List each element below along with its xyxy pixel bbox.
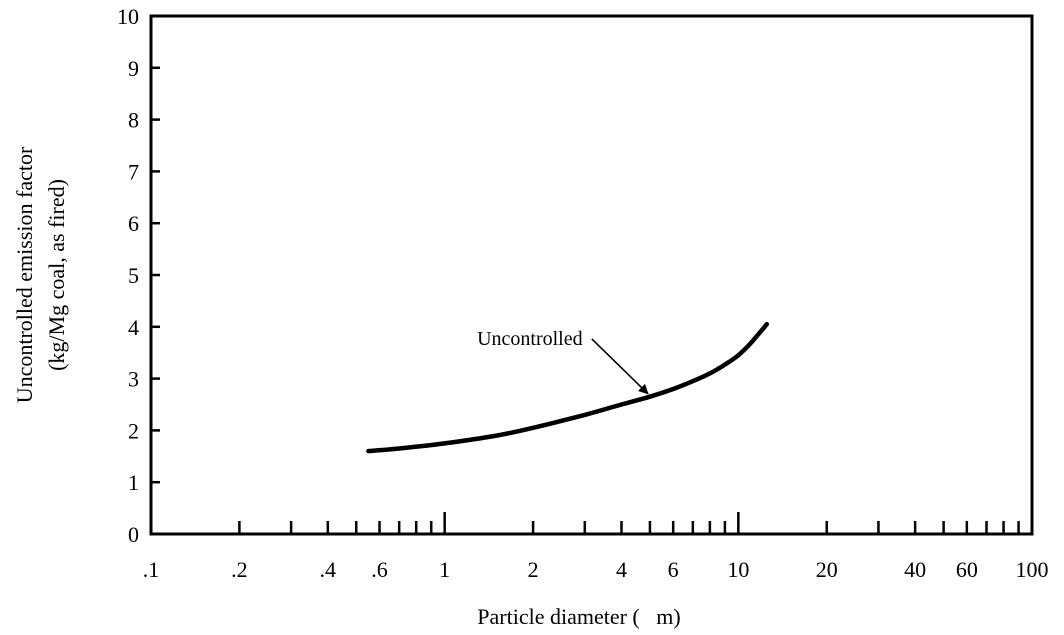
x-tick-label: 40 [904, 557, 926, 582]
x-tick-label: 2 [528, 557, 539, 582]
plot-frame [149, 14, 1034, 536]
x-tick-label: 20 [816, 557, 838, 582]
y-tick-label: 6 [128, 211, 139, 236]
annotation-group: Uncontrolled [477, 328, 649, 395]
x-tick-label: 10 [727, 557, 749, 582]
x-axis-ticks [238, 512, 1020, 534]
y-tick-label: 2 [128, 418, 139, 443]
x-tick-label: .6 [371, 557, 388, 582]
y-tick-label: 4 [128, 315, 139, 340]
y-tick-label: 9 [128, 56, 139, 81]
y-axis-title: Uncontrolled emission factor (kg/Mg coal… [12, 146, 69, 403]
x-tick-label: 100 [1016, 557, 1049, 582]
y-tick-label: 10 [117, 4, 139, 29]
y-axis-ticks [151, 66, 160, 484]
x-tick-label: .4 [320, 557, 337, 582]
x-tick-label: 1 [439, 557, 450, 582]
y-tick-label: 7 [128, 159, 139, 184]
y-tick-label: 1 [128, 470, 139, 495]
y-tick-label: 5 [128, 263, 139, 288]
y-tick-label: 0 [128, 522, 139, 547]
annotation-label: Uncontrolled [477, 328, 583, 350]
x-tick-label: 60 [956, 557, 978, 582]
y-axis-title-line-1: Uncontrolled emission factor [12, 146, 37, 403]
x-tick-label: .1 [143, 557, 160, 582]
x-tick-label: 4 [616, 557, 627, 582]
y-tick-label: 8 [128, 108, 139, 133]
y-axis-title-line-2: (kg/Mg coal, as fired) [44, 179, 69, 371]
y-tick-label: 3 [128, 367, 139, 392]
x-axis-tick-labels: .1 .2 .4 .6 1 2 4 6 10 20 40 60 100 [143, 557, 1049, 582]
y-axis-tick-labels: 0 1 2 3 4 5 6 7 8 9 10 [117, 4, 139, 547]
annotation-arrow [591, 338, 649, 395]
series-line-uncontrolled [366, 321, 770, 454]
x-tick-label: 6 [668, 557, 679, 582]
series-group [366, 321, 770, 454]
x-tick-label: .2 [231, 557, 248, 582]
x-axis-title: Particle diameter ( m) [477, 604, 680, 629]
